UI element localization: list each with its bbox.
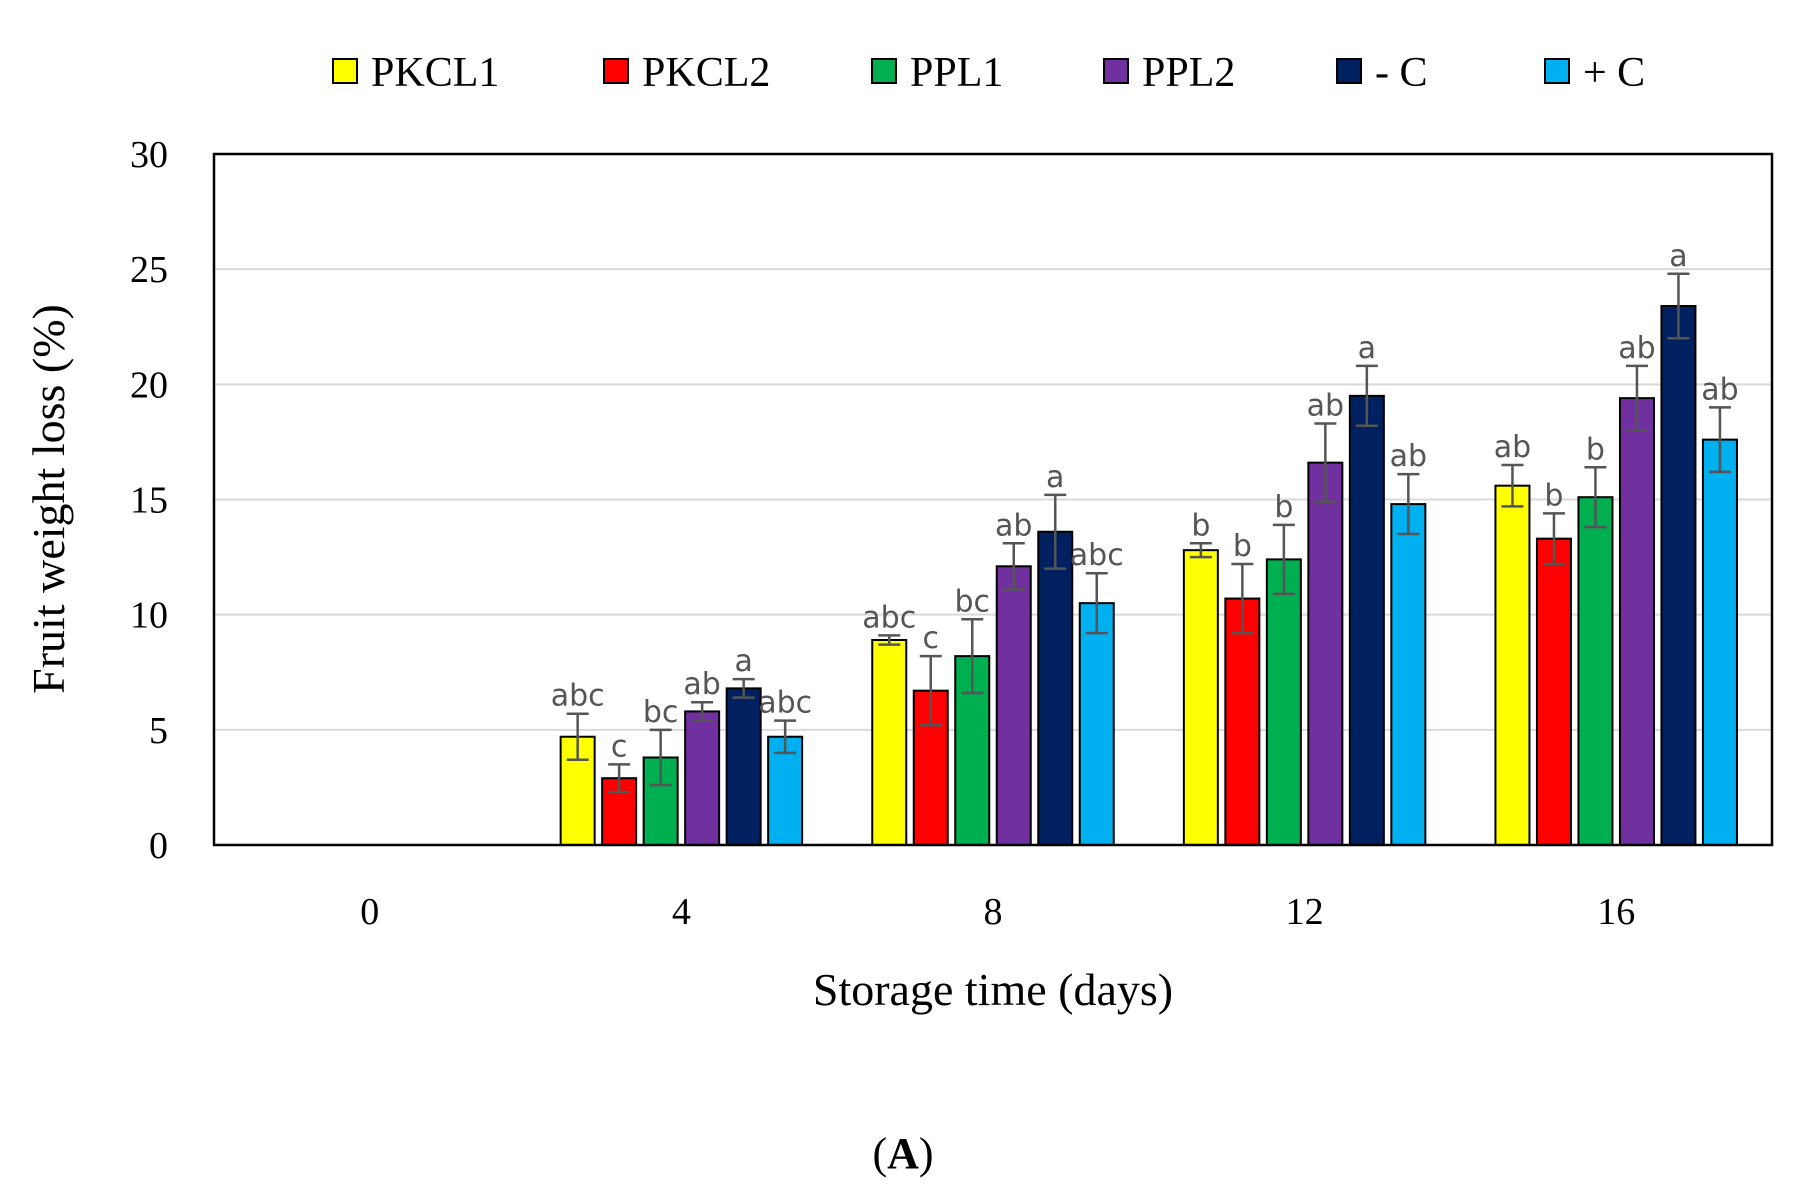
y-axis-ticks: 0 5 10 15 20 25 30	[130, 134, 168, 867]
legend-item: PPL2	[1103, 50, 1235, 96]
legend-label: + C	[1583, 50, 1645, 96]
bar	[1037, 530, 1074, 846]
y-tick-label: 25	[130, 249, 168, 291]
x-axis-ticks: 0 4 8 12 16	[360, 891, 1635, 933]
bar	[995, 565, 1032, 847]
significance-letter: ab	[1494, 430, 1531, 465]
significance-letter: bc	[954, 584, 990, 619]
significance-letter: c	[611, 729, 628, 764]
y-tick-label: 15	[130, 480, 168, 522]
panel-label-close: )	[919, 1129, 934, 1178]
significance-letter: b	[1191, 508, 1210, 543]
bar	[1224, 597, 1261, 846]
bar	[1535, 537, 1572, 846]
significance-letter: a	[1358, 331, 1376, 366]
legend-item: - C	[1336, 50, 1428, 96]
y-tick-label: 5	[149, 710, 168, 752]
y-axis-title: Fruit weight loss (%)	[23, 304, 74, 694]
panel-label-letter: A	[887, 1129, 919, 1178]
legend-item: + C	[1544, 50, 1645, 96]
legend-swatch	[1103, 58, 1129, 84]
bar	[684, 710, 721, 847]
legend-label: PPL2	[1142, 50, 1235, 96]
bar	[1182, 549, 1219, 846]
significance-letter: ab	[1307, 388, 1344, 423]
bar	[1265, 558, 1302, 846]
significance-letter: ab	[995, 508, 1032, 543]
x-tick-label: 16	[1597, 891, 1635, 933]
bar	[725, 687, 762, 847]
bars	[559, 305, 1738, 847]
plot-area-frame	[212, 152, 1774, 847]
legend-label: PKCL2	[642, 50, 770, 96]
bar	[1390, 503, 1427, 846]
significance-letter: c	[923, 621, 940, 656]
legend-label: PPL1	[910, 50, 1003, 96]
significance-letter: abc	[862, 600, 916, 635]
legend-item: PKCL2	[603, 50, 770, 96]
x-axis-title: Storage time (days)	[813, 964, 1173, 1015]
bar	[1307, 461, 1344, 846]
bar	[871, 639, 908, 847]
significance-letter: b	[1274, 490, 1293, 525]
significance-letter: abc	[758, 686, 812, 721]
significance-letter: b	[1233, 529, 1252, 564]
bar	[1618, 397, 1655, 846]
significance-letter: bc	[643, 695, 679, 730]
legend-swatch	[1336, 58, 1362, 84]
legend-swatch	[603, 58, 629, 84]
x-tick-label: 4	[672, 891, 691, 933]
bar	[1577, 496, 1614, 846]
x-tick-label: 8	[984, 891, 1003, 933]
bar	[1348, 394, 1385, 846]
x-tick-label: 12	[1286, 891, 1324, 933]
significance-letter: abc	[1070, 538, 1124, 573]
error-bars	[566, 272, 1731, 794]
panel-label: (A)	[872, 1129, 933, 1178]
bar	[1078, 602, 1115, 847]
legend-label: PKCL1	[371, 50, 499, 96]
legend-item: PPL1	[871, 50, 1003, 96]
significance-letter: b	[1544, 478, 1563, 513]
significance-letter: ab	[683, 667, 720, 702]
y-tick-label: 0	[149, 825, 168, 867]
bar	[1701, 438, 1738, 846]
significance-letter: ab	[1701, 372, 1738, 407]
significance-letter: ab	[1618, 331, 1655, 366]
significance-letter: b	[1586, 432, 1605, 467]
x-tick-label: 0	[360, 891, 379, 933]
y-tick-label: 10	[130, 595, 168, 637]
y-tick-label: 20	[130, 364, 168, 406]
significance-letter: a	[734, 644, 752, 679]
y-tick-label: 30	[130, 134, 168, 176]
bar	[1660, 305, 1697, 846]
legend-swatch	[332, 58, 358, 84]
legend-item: PKCL1	[332, 50, 499, 96]
significance-letter: a	[1669, 239, 1687, 274]
bar	[1494, 484, 1531, 846]
significance-letter: ab	[1390, 439, 1427, 474]
legend: PKCL1 PKCL2 PPL1 PPL2 - C + C	[332, 50, 1645, 96]
legend-swatch	[871, 58, 897, 84]
legend-label: - C	[1375, 50, 1428, 96]
significance-letters: abcabcbabccbbbcbcbbababababaaaaabcabcaba…	[551, 239, 1739, 765]
panel-label-open: (	[872, 1129, 887, 1178]
legend-swatch	[1544, 58, 1570, 84]
significance-letter: abc	[551, 679, 605, 714]
significance-letter: a	[1046, 460, 1064, 495]
